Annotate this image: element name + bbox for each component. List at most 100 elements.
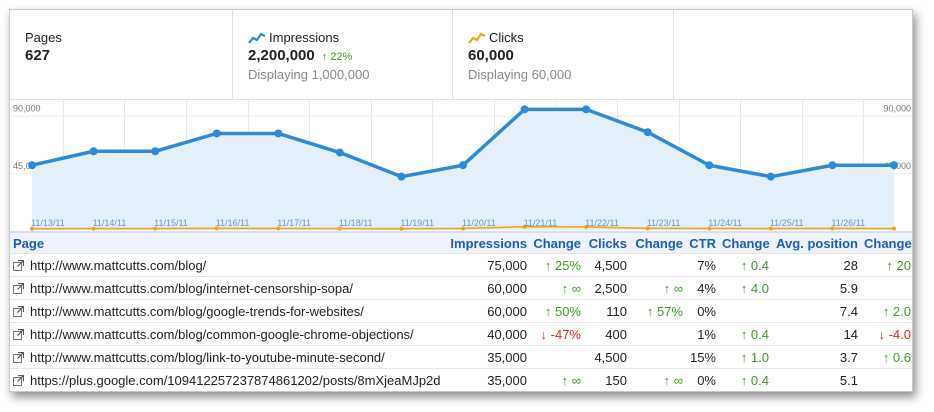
table-row[interactable]: http://www.mattcutts.com/blog/google-tre… bbox=[10, 299, 912, 323]
impressions-point bbox=[828, 161, 837, 170]
impressions-change-cell: ↑ 50% bbox=[530, 299, 584, 323]
impressions-cell: 60,000 bbox=[446, 276, 530, 300]
col-position-change[interactable]: Change bbox=[861, 232, 912, 254]
x-tick-label: 11/23/11 bbox=[647, 218, 681, 228]
ctr-cell: 0% bbox=[686, 368, 719, 391]
clicks-point bbox=[522, 224, 527, 229]
impressions-label-row: Impressions bbox=[248, 30, 452, 45]
clicks-point bbox=[645, 226, 650, 231]
table-row[interactable]: http://www.mattcutts.com/blog/common-goo… bbox=[10, 322, 912, 346]
up-arrow-icon: ↑ bbox=[646, 303, 654, 319]
up-arrow-icon: ↑ bbox=[740, 349, 748, 365]
col-avg-position[interactable]: Avg. position bbox=[772, 232, 861, 254]
table-row[interactable]: http://www.mattcutts.com/blog/75,000 ↑ 25… bbox=[10, 253, 912, 277]
impressions-clicks-chart: 90,00090,00045,00045,00011/13/1111/14/11… bbox=[10, 100, 912, 232]
impressions-point bbox=[397, 172, 406, 181]
summary-pages[interactable]: Pages 627 bbox=[10, 10, 233, 100]
impressions-point bbox=[643, 128, 652, 137]
ctr-change-cell: ↑ 1.0 bbox=[719, 345, 772, 369]
col-ctr[interactable]: CTR bbox=[686, 232, 719, 254]
up-arrow-icon: ↑ bbox=[561, 280, 569, 296]
external-link-icon[interactable] bbox=[13, 328, 24, 340]
change-value: 57% bbox=[653, 303, 683, 319]
col-clicks-change[interactable]: Change bbox=[630, 232, 686, 254]
line-chart-icon bbox=[248, 32, 266, 44]
col-clicks[interactable]: Clicks bbox=[584, 232, 630, 254]
ctr-change-cell: ↑ 0.4 bbox=[719, 253, 772, 277]
x-tick-label: 11/15/11 bbox=[154, 218, 188, 228]
impressions-point bbox=[890, 161, 898, 170]
page-url[interactable]: http://www.mattcutts.com/blog/ bbox=[30, 257, 207, 273]
clicks-change-cell bbox=[630, 322, 686, 346]
clicks-change-cell: ↑ ∞ bbox=[630, 276, 686, 300]
summary-clicks[interactable]: Clicks 60,000 Displaying 60,000 bbox=[453, 10, 674, 100]
ctr-cell: 15% bbox=[686, 345, 719, 369]
summary-empty bbox=[674, 10, 912, 100]
clicks-point bbox=[461, 226, 465, 231]
impressions-area bbox=[32, 109, 894, 230]
avg-position-cell: 14 bbox=[772, 322, 861, 346]
clicks-displaying: Displaying 60,000 bbox=[468, 67, 572, 82]
change-value: 20 bbox=[892, 257, 911, 273]
clicks-change-cell: ↑ 57% bbox=[630, 299, 686, 323]
page-url[interactable]: http://www.mattcutts.com/blog/common-goo… bbox=[30, 326, 414, 342]
impressions-cell: 40,000 bbox=[446, 322, 530, 346]
table-row[interactable]: https://plus.google.com/1094122572378748… bbox=[10, 368, 912, 391]
impressions-displaying: Displaying 1,000,000 bbox=[248, 67, 370, 82]
col-page[interactable]: Page bbox=[10, 232, 446, 254]
external-link-icon[interactable] bbox=[13, 282, 24, 294]
position-change-cell: ↑ 2.0 bbox=[861, 299, 912, 323]
x-tick-label: 11/14/11 bbox=[93, 218, 127, 228]
impressions-cell: 35,000 bbox=[446, 368, 530, 391]
avg-position-cell: 5.1 bbox=[772, 368, 861, 391]
table-row[interactable]: http://www.mattcutts.com/blog/internet-c… bbox=[10, 276, 912, 300]
page-url[interactable]: http://www.mattcutts.com/blog/google-tre… bbox=[30, 303, 364, 319]
clicks-value: 60,000 bbox=[468, 47, 514, 64]
page-url[interactable]: http://www.mattcutts.com/blog/internet-c… bbox=[30, 280, 353, 296]
down-arrow-icon: ↓ bbox=[878, 326, 885, 342]
avg-position-cell: 7.4 bbox=[772, 299, 861, 323]
external-link-icon[interactable] bbox=[13, 305, 24, 317]
col-impressions[interactable]: Impressions bbox=[446, 232, 530, 254]
clicks-point bbox=[830, 226, 835, 231]
clicks-cell: 2,500 bbox=[584, 276, 630, 300]
clicks-cell: 400 bbox=[584, 322, 630, 346]
table-header: Page Impressions Change Clicks Change CT… bbox=[10, 232, 912, 254]
impressions-point bbox=[520, 105, 529, 114]
up-arrow-icon: ↑ bbox=[544, 303, 552, 319]
external-link-icon[interactable] bbox=[13, 374, 24, 386]
impressions-cell: 75,000 bbox=[446, 253, 530, 277]
change-value: -4.0 bbox=[884, 326, 911, 342]
position-change-cell bbox=[861, 276, 912, 300]
clicks-point bbox=[399, 226, 404, 231]
impressions-point bbox=[582, 105, 591, 114]
clicks-point bbox=[584, 224, 589, 229]
impressions-point bbox=[705, 161, 714, 170]
page-cell: https://plus.google.com/1094122572378748… bbox=[10, 368, 446, 391]
col-impressions-change[interactable]: Change bbox=[530, 232, 584, 254]
change-value: 0.4 bbox=[747, 257, 769, 273]
up-arrow-icon: ↑ bbox=[886, 257, 893, 273]
y-tick-label-left: 45,000 bbox=[13, 161, 41, 171]
x-tick-label: 11/22/11 bbox=[585, 218, 619, 228]
change-value: 0.4 bbox=[747, 326, 769, 342]
change-value: ∞ bbox=[670, 372, 683, 388]
summary-impressions[interactable]: Impressions 2,200,000 ↑ 22% Displaying 1… bbox=[233, 10, 453, 100]
change-value: -47% bbox=[547, 326, 581, 342]
up-arrow-icon: ↑ bbox=[663, 372, 671, 388]
external-link-icon[interactable] bbox=[13, 259, 24, 271]
external-link-icon[interactable] bbox=[13, 351, 24, 363]
x-tick-label: 11/19/11 bbox=[400, 218, 434, 228]
avg-position-cell: 5.9 bbox=[772, 276, 861, 300]
pages-table: Page Impressions Change Clicks Change CT… bbox=[10, 232, 912, 391]
ctr-cell: 4% bbox=[686, 276, 719, 300]
impressions-cell: 60,000 bbox=[446, 299, 530, 323]
page-url[interactable]: http://www.mattcutts.com/blog/link-to-yo… bbox=[30, 349, 385, 365]
page-url[interactable]: https://plus.google.com/1094122572378748… bbox=[30, 372, 441, 388]
ctr-cell: 1% bbox=[686, 322, 719, 346]
col-ctr-change[interactable]: Change bbox=[719, 232, 772, 254]
avg-position-cell: 28 bbox=[772, 253, 861, 277]
table-row[interactable]: http://www.mattcutts.com/blog/link-to-yo… bbox=[10, 345, 912, 369]
impressions-point bbox=[274, 129, 283, 138]
clicks-label: Clicks bbox=[489, 30, 524, 45]
